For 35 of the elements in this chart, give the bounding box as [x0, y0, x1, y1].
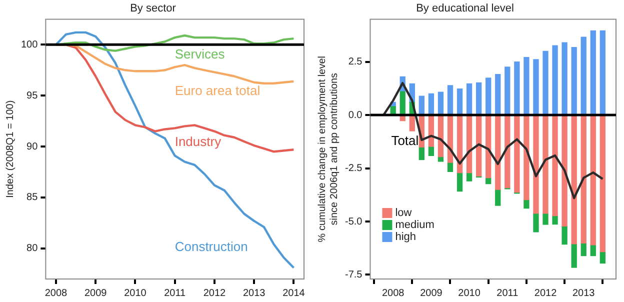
x-tick-label: 2013 [572, 288, 596, 299]
y-tick-label: 100 [20, 39, 38, 50]
x-tick-label: 2010 [124, 288, 147, 299]
y-tick-label: 90 [26, 141, 38, 152]
y-tick-label: -5.0 [344, 216, 363, 228]
x-tick-label: 2011 [496, 288, 519, 299]
y-tick-label: 2.5 [348, 56, 363, 68]
legend-label: low [395, 207, 412, 220]
x-tick-label: 2013 [242, 288, 266, 299]
x-tick-label: 2008 [44, 288, 68, 299]
chart-title: By sector [130, 2, 176, 15]
x-tick-label: 2012 [534, 288, 558, 299]
x-tick-label: 2011 [164, 288, 186, 299]
series-label: Industry [174, 134, 222, 150]
legend-label: medium [395, 219, 434, 232]
x-tick-label: 2009 [84, 288, 108, 299]
y-tick-label: 80 [26, 243, 38, 254]
y-axis-title: Index (2008Q1 = 100) [4, 100, 16, 198]
x-tick-label: 2012 [203, 288, 226, 299]
series-label: Total [391, 133, 419, 148]
y-tick-label: 95 [26, 90, 38, 102]
x-tick-label: 2010 [458, 288, 481, 299]
x-tick-label: 2009 [420, 288, 443, 299]
x-tick-label: 2008 [382, 288, 405, 299]
x-tick-label: 2014 [282, 288, 306, 299]
series-label: Services [174, 46, 226, 62]
y-tick-label: -7.5 [344, 269, 363, 280]
chart-title: By educational level [416, 2, 514, 15]
y-tick-label: 85 [26, 192, 38, 204]
y-axis-title: % cumulative change in employment level since 2006q1 and pp contributions [316, 56, 340, 242]
series-label: Euro area total [174, 83, 260, 98]
y-tick-label: -2.5 [344, 163, 363, 174]
series-label: Construction [174, 238, 248, 254]
legend-label: high [395, 231, 416, 244]
y-tick-label: 0.0 [348, 110, 363, 121]
